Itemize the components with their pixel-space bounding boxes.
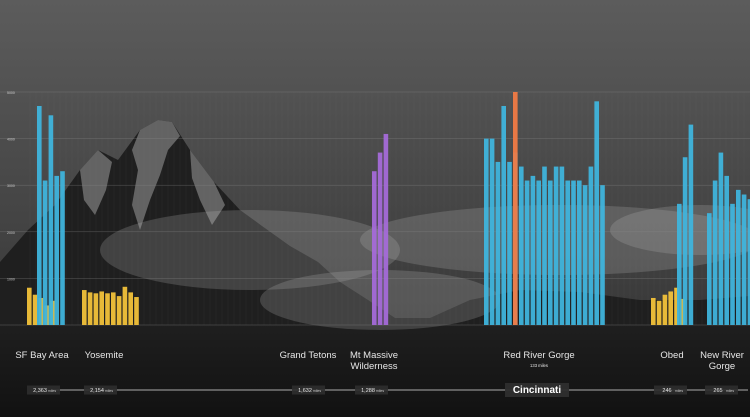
bar-yellow — [657, 301, 662, 325]
bar-yellow — [27, 288, 32, 325]
bar-orange — [513, 92, 518, 325]
distance-value: 1,288 — [361, 388, 375, 394]
bar-blue — [600, 185, 605, 325]
area-label: SF Bay Area — [15, 350, 69, 361]
bar-purple — [384, 134, 389, 325]
bar-blue — [54, 176, 59, 325]
bar-yellow — [88, 292, 93, 325]
y-tick-label: 5000 — [7, 91, 15, 95]
bar-blue — [548, 181, 553, 325]
bar-blue — [719, 153, 724, 325]
bar-blue — [594, 101, 599, 325]
bar-blue — [37, 106, 42, 325]
bar-blue — [683, 157, 688, 325]
distance-value: 265 — [713, 388, 722, 394]
area-label: Obed — [660, 350, 683, 361]
bar-blue — [60, 171, 65, 325]
bar-blue — [736, 190, 741, 325]
distance-unit: miles — [675, 389, 683, 393]
bar-yellow — [33, 295, 38, 325]
distance-unit: miles — [726, 389, 734, 393]
distance-unit: miles — [105, 389, 113, 393]
bar-blue — [490, 139, 495, 325]
bar-yellow — [117, 296, 122, 325]
bar-yellow — [123, 287, 128, 325]
bar-blue — [496, 162, 501, 325]
y-tick-label: 2000 — [7, 231, 15, 235]
bar-blue — [43, 181, 48, 325]
bar-yellow — [111, 292, 116, 325]
bar-yellow — [134, 297, 139, 325]
bar-blue — [689, 125, 694, 325]
area-label: Red River Gorge — [503, 350, 574, 361]
bar-blue — [542, 167, 547, 325]
bar-blue — [577, 181, 582, 325]
bar-yellow — [651, 298, 656, 325]
rrg-distance-label: 133 miles — [530, 363, 548, 368]
bar-yellow — [663, 295, 668, 325]
area-label: Yosemite — [85, 350, 124, 361]
distance-value: 246 — [662, 388, 671, 394]
distance-value: 2,363 — [33, 388, 47, 394]
bar-yellow — [82, 290, 87, 325]
distance-value: 1,632 — [298, 388, 312, 394]
bar-yellow — [94, 293, 99, 325]
distance-unit: miles — [376, 389, 384, 393]
bar-blue — [531, 176, 536, 325]
bar-blue — [525, 181, 530, 325]
bar-blue — [560, 167, 565, 325]
bar-blue — [589, 167, 594, 325]
bar-blue — [742, 195, 747, 325]
bar-yellow — [99, 291, 104, 325]
bar-blue — [730, 204, 735, 325]
bar-blue — [677, 204, 682, 325]
distance-value: 2,154 — [90, 388, 104, 394]
area-label: Grand Tetons — [280, 350, 337, 361]
bar-purple — [378, 153, 383, 325]
bar-yellow — [668, 291, 673, 325]
y-tick-label: 3000 — [7, 184, 15, 188]
bar-blue — [565, 181, 570, 325]
bar-yellow — [128, 292, 133, 325]
bar-blue — [484, 139, 489, 325]
bar-blue — [519, 167, 524, 325]
bar-purple — [372, 171, 377, 325]
bar-blue — [707, 213, 712, 325]
bar-blue — [554, 167, 559, 325]
bar-blue — [724, 176, 729, 325]
area-label: Mt Massive Wilderness — [350, 350, 398, 372]
y-tick-label: 1000 — [7, 277, 15, 281]
y-tick-label: 4000 — [7, 138, 15, 142]
bar-blue — [507, 162, 512, 325]
distance-unit: miles — [313, 389, 321, 393]
bar-blue — [49, 115, 54, 325]
bar-yellow — [105, 293, 110, 325]
bar-blue — [571, 181, 576, 325]
bar-blue — [501, 106, 506, 325]
bar-blue — [713, 181, 718, 325]
hub-label: Cincinnati — [513, 385, 562, 396]
bar-blue — [536, 181, 541, 325]
bar-blue — [583, 185, 588, 325]
distance-unit: miles — [48, 389, 56, 393]
